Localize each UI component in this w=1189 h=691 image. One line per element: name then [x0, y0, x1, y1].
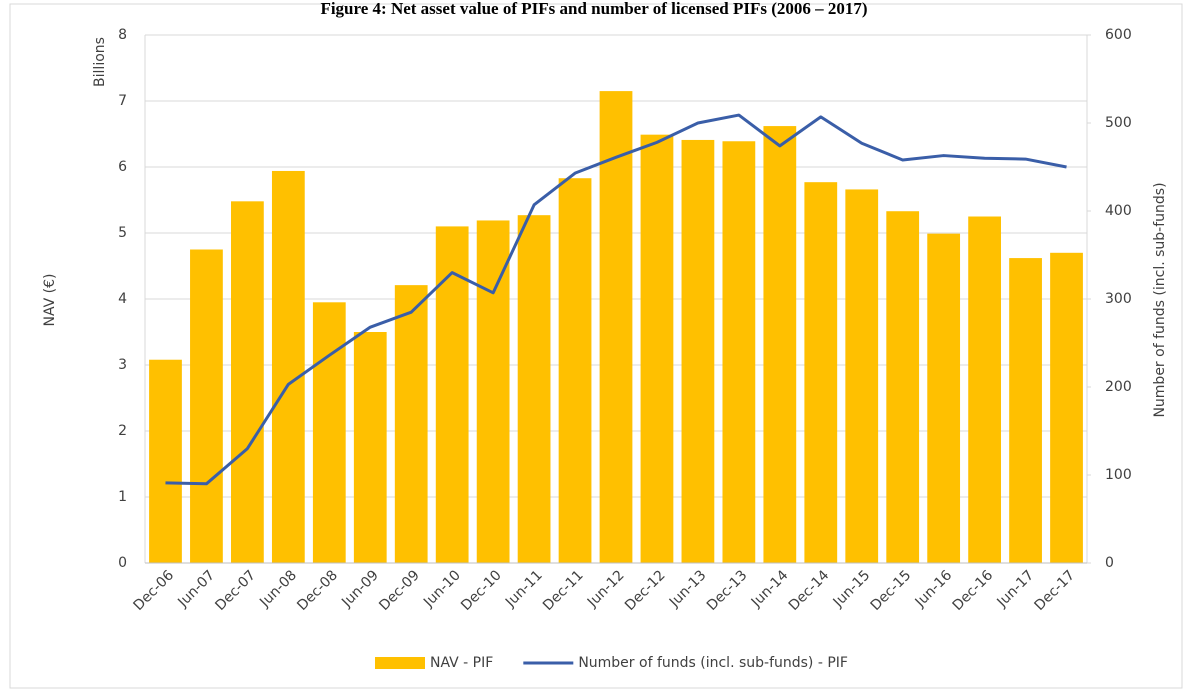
x-tick-label: Dec-17 — [1032, 567, 1079, 614]
line — [165, 113, 1067, 486]
bar — [804, 182, 838, 563]
chart-title: Figure 4: Net asset value of PIFs and nu… — [320, 0, 867, 18]
bar — [763, 126, 797, 563]
x-tick-label: Dec-14 — [786, 567, 833, 614]
y-axis-label: NAV (€) — [42, 273, 58, 326]
bar — [394, 285, 428, 563]
bar — [558, 178, 592, 563]
x-tick-label: Jun-08 — [256, 567, 300, 611]
bar — [149, 359, 182, 563]
bar — [1009, 258, 1042, 563]
x-tick-label: Jun-15 — [830, 567, 874, 611]
bar — [271, 170, 305, 563]
x-tick-label: Jun-07 — [174, 567, 218, 611]
bar — [1050, 252, 1083, 564]
x-tick-label: Dec-06 — [130, 567, 177, 614]
bar — [681, 139, 715, 563]
y2-tick-label: 600 — [1105, 27, 1132, 43]
x-tick-label: Jun-10 — [420, 567, 464, 611]
x-tick-label: Dec-09 — [376, 567, 423, 614]
bar — [353, 332, 387, 563]
y2-tick-label: 200 — [1105, 379, 1132, 395]
y2-tick-label: 300 — [1105, 291, 1132, 307]
y-tick-label: 5 — [118, 225, 127, 241]
y-tick-label: 2 — [118, 423, 127, 439]
bar — [476, 220, 510, 563]
y2-tick-label: 500 — [1105, 115, 1132, 131]
legend-label: NAV - PIF — [430, 655, 493, 671]
y-tick-label: 8 — [118, 27, 127, 43]
chart-border — [9, 3, 1183, 689]
bar — [886, 211, 920, 563]
x-tick-label: Dec-11 — [540, 567, 587, 614]
y-tick-label: 1 — [118, 489, 127, 505]
x-tick-label: Dec-07 — [212, 567, 259, 614]
y-tick-label: 3 — [118, 357, 127, 373]
y2-tick-label: 100 — [1105, 467, 1132, 483]
x-tick-label: Dec-08 — [294, 567, 341, 614]
x-tick-label: Dec-13 — [704, 567, 751, 614]
x-tick-label: Jun-11 — [502, 567, 546, 611]
x-tick-label: Dec-12 — [622, 567, 669, 614]
bar — [927, 233, 961, 563]
bar — [722, 141, 756, 563]
x-tick-label: Jun-16 — [912, 567, 956, 611]
y-axis-unit: Billions — [92, 37, 108, 87]
x-tick-label: Jun-13 — [666, 567, 710, 611]
y2-axis-label: Number of funds (incl. sub-funds) — [1152, 182, 1168, 417]
bar — [845, 189, 879, 563]
bar — [517, 215, 551, 563]
x-tick-label: Jun-14 — [748, 567, 792, 611]
legend-label: Number of funds (incl. sub-funds) - PIF — [578, 655, 848, 671]
x-tick-label: Jun-12 — [584, 567, 628, 611]
bar — [640, 134, 674, 563]
bar — [231, 201, 264, 563]
y-tick-label: 6 — [118, 159, 127, 175]
bar — [599, 91, 633, 563]
x-tick-label: Jun-17 — [994, 567, 1038, 611]
y2-tick-label: 400 — [1105, 203, 1132, 219]
y-tick-label: 7 — [118, 93, 127, 109]
y-tick-label: 4 — [118, 291, 127, 307]
y2-tick-label: 0 — [1105, 555, 1114, 571]
bar — [190, 249, 223, 563]
bar — [968, 216, 1001, 563]
x-tick-label: Jun-09 — [338, 567, 382, 611]
x-tick-label: Dec-10 — [458, 567, 505, 614]
y-tick-label: 0 — [118, 555, 127, 571]
x-tick-label: Dec-15 — [868, 567, 915, 614]
legend-swatch — [375, 657, 425, 669]
bar — [312, 302, 346, 563]
x-tick-label: Dec-16 — [950, 567, 997, 614]
